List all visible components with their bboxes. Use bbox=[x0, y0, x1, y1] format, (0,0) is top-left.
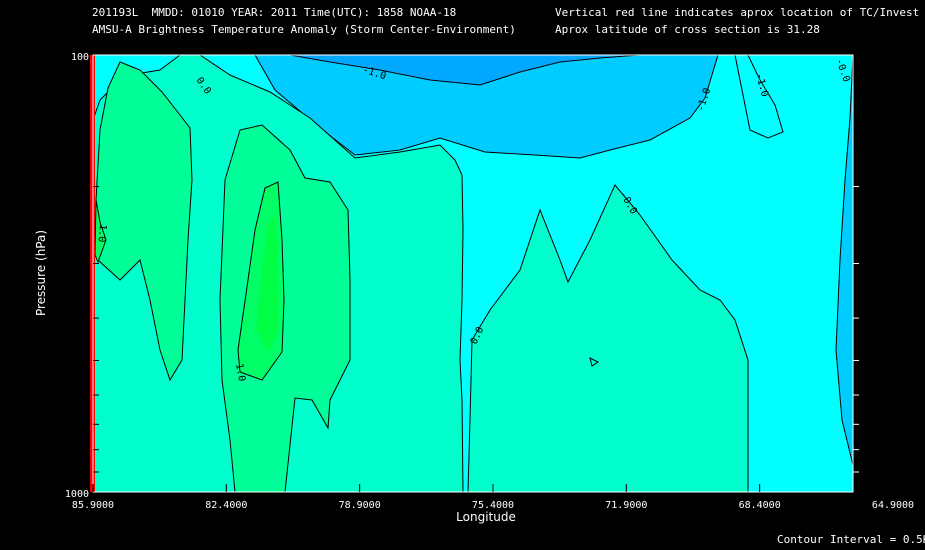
small-contour-loop bbox=[589, 357, 599, 367]
fill-level-neg-0-5-wedge bbox=[734, 55, 784, 139]
fill-level-1-5-core bbox=[256, 215, 278, 352]
contour-label: 1.0 bbox=[95, 224, 108, 243]
x-tick-label: 75.4000 bbox=[472, 500, 514, 511]
x-axis-label: Longitude bbox=[456, 510, 516, 524]
header-title-line: 201193L MMDD: 01010 YEAR: 2011 Time(UTC)… bbox=[92, 6, 457, 19]
y-tick-label: 1000 bbox=[65, 489, 89, 500]
contour-interval-note: Contour Interval = 0.5K bbox=[777, 533, 925, 546]
header-latitude-note: Aprox latitude of cross section is 31.28 bbox=[555, 23, 820, 36]
fill-level-1-0-left bbox=[94, 199, 107, 264]
contour-fill-layer bbox=[93, 55, 853, 492]
x-tick-label: 64.9000 bbox=[872, 500, 914, 511]
header-tc-note: Vertical red line indicates aprox locati… bbox=[555, 6, 920, 19]
y-tick-label: 100 bbox=[71, 52, 89, 63]
fill-level-neg-1-5-top bbox=[289, 55, 641, 86]
header-subtitle-line: AMSU-A Brightness Temperature Anomaly (S… bbox=[92, 23, 516, 36]
x-tick-label: 85.9000 bbox=[72, 500, 114, 511]
fill-level-neg-1-0-right bbox=[835, 55, 853, 466]
y-axis-ticks: 100 1000 bbox=[65, 52, 859, 500]
fill-level-0-0-lobe bbox=[467, 184, 749, 492]
x-tick-label: 82.4000 bbox=[205, 500, 247, 511]
contour-label: 1.0 bbox=[233, 363, 247, 383]
fill-level-0-5-center bbox=[219, 124, 351, 492]
x-tick-label: 71.9000 bbox=[605, 500, 647, 511]
fill-level-0-5-left bbox=[95, 61, 193, 382]
y-axis-label: Pressure (hPa) bbox=[34, 230, 48, 316]
x-axis-ticks: 85.9000 82.4000 78.9000 75.4000 71.9000 68.40… bbox=[72, 484, 914, 511]
x-tick-label: 68.4000 bbox=[739, 500, 781, 511]
x-tick-label: 78.9000 bbox=[339, 500, 381, 511]
plot-frame bbox=[92, 54, 854, 493]
